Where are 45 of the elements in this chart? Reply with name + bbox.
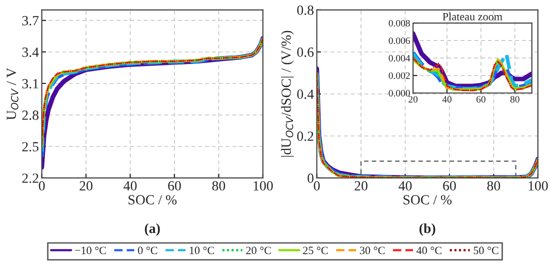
y-tick-label: 0.6 <box>297 48 314 57</box>
y-tick-label: 2.8 <box>22 110 38 120</box>
text: (b) <box>419 223 436 236</box>
x-tick-label: 100 <box>254 181 273 191</box>
y-tick-label: 0.4 <box>297 90 314 99</box>
y-tick-label: 2.5 <box>22 142 38 152</box>
y-tick-label: 2.2 <box>22 174 38 183</box>
y-tick-label: 0.002 <box>388 72 410 80</box>
y-tick-label: 3.4 <box>22 48 39 57</box>
legend-label: 50 °C <box>474 246 498 254</box>
y-tick-label: 0 <box>308 174 314 183</box>
x-tick-label: 20 <box>408 96 418 103</box>
legend-label: 0 °C <box>138 246 158 254</box>
y-tick-label: 0.004 <box>388 54 410 62</box>
x-axis-title: SOC / % <box>128 195 177 205</box>
y-tick-label: 3.7 <box>22 16 39 26</box>
legend-label: 25 °C <box>303 246 328 254</box>
y-tick-label: 0.2 <box>297 132 314 141</box>
x-tick-label: 40 <box>124 181 137 191</box>
x-axis-title: SOC / % <box>404 195 452 205</box>
x-tick-label: 20 <box>80 181 92 191</box>
x-tick-label: 20 <box>354 181 368 191</box>
x-tick-label: 60 <box>476 96 486 103</box>
text: (a) <box>144 223 160 236</box>
y-tick-label: 0.008 <box>388 20 410 27</box>
x-tick-label: 80 <box>510 96 520 103</box>
y-tick-label: 3.1 <box>22 79 38 88</box>
legend-label: 20 °C <box>246 246 271 254</box>
y-tick-label: 0.006 <box>388 37 410 44</box>
chart-title: Plateau zoom <box>442 12 502 20</box>
y-axis-title: |dU$_{OCV}$/dSOC| / (V/%) <box>281 30 294 157</box>
x-tick-label: 60 <box>168 181 181 191</box>
y-tick-label: 0.8 <box>297 6 314 15</box>
x-tick-label: 80 <box>212 181 226 191</box>
y-tick-label: 0.000 <box>388 90 410 97</box>
x-tick-label: 100 <box>528 181 548 191</box>
x-tick-label: 80 <box>487 181 500 191</box>
legend-label: 10 °C <box>190 246 214 254</box>
x-tick-label: 40 <box>442 96 452 103</box>
y-axis-title: U$_{OCV}$ / V <box>6 68 18 120</box>
x-tick-label: 40 <box>398 181 412 191</box>
x-tick-label: 60 <box>443 181 456 191</box>
legend-label: 30 °C <box>360 246 385 254</box>
legend-label: −10 °C <box>75 246 106 254</box>
legend-label: 40 °C <box>416 246 442 254</box>
